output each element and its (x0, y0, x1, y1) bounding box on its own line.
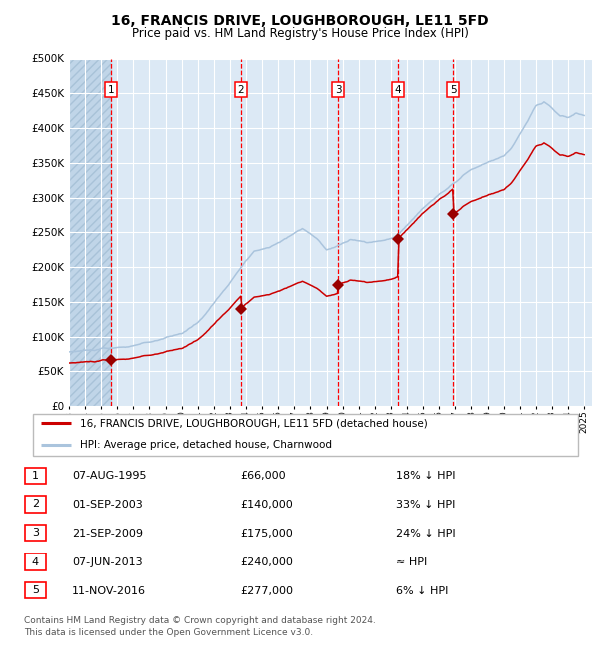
Text: 18% ↓ HPI: 18% ↓ HPI (396, 471, 455, 482)
Text: 1: 1 (107, 84, 114, 95)
Text: 3: 3 (335, 84, 341, 95)
Text: Contains HM Land Registry data © Crown copyright and database right 2024.: Contains HM Land Registry data © Crown c… (24, 616, 376, 625)
Text: 5: 5 (450, 84, 457, 95)
Text: £240,000: £240,000 (240, 557, 293, 567)
Text: 33% ↓ HPI: 33% ↓ HPI (396, 500, 455, 510)
Text: 4: 4 (32, 556, 39, 567)
Text: 07-JUN-2013: 07-JUN-2013 (72, 557, 143, 567)
Text: 1: 1 (32, 471, 39, 481)
Text: £277,000: £277,000 (240, 586, 293, 596)
FancyBboxPatch shape (25, 525, 46, 541)
Text: 6% ↓ HPI: 6% ↓ HPI (396, 586, 448, 596)
Text: 3: 3 (32, 528, 39, 538)
Text: 2: 2 (238, 84, 244, 95)
FancyBboxPatch shape (25, 496, 46, 513)
Text: 24% ↓ HPI: 24% ↓ HPI (396, 528, 455, 539)
Text: 11-NOV-2016: 11-NOV-2016 (72, 586, 146, 596)
Bar (69, 58, 110, 406)
Text: 2: 2 (32, 499, 39, 510)
Text: This data is licensed under the Open Government Licence v3.0.: This data is licensed under the Open Gov… (24, 628, 313, 637)
FancyBboxPatch shape (33, 414, 578, 456)
FancyBboxPatch shape (25, 553, 46, 570)
Text: £66,000: £66,000 (240, 471, 286, 482)
Text: ≈ HPI: ≈ HPI (396, 557, 427, 567)
Text: 5: 5 (32, 585, 39, 595)
Bar (69, 58, 110, 406)
FancyBboxPatch shape (25, 582, 46, 599)
Text: 16, FRANCIS DRIVE, LOUGHBOROUGH, LE11 5FD (detached house): 16, FRANCIS DRIVE, LOUGHBOROUGH, LE11 5F… (80, 418, 427, 428)
Text: £175,000: £175,000 (240, 528, 293, 539)
Text: 16, FRANCIS DRIVE, LOUGHBOROUGH, LE11 5FD: 16, FRANCIS DRIVE, LOUGHBOROUGH, LE11 5F… (111, 14, 489, 29)
Text: £140,000: £140,000 (240, 500, 293, 510)
Text: Price paid vs. HM Land Registry's House Price Index (HPI): Price paid vs. HM Land Registry's House … (131, 27, 469, 40)
Text: 21-SEP-2009: 21-SEP-2009 (72, 528, 143, 539)
Text: 4: 4 (395, 84, 401, 95)
Text: 07-AUG-1995: 07-AUG-1995 (72, 471, 146, 482)
FancyBboxPatch shape (25, 467, 46, 484)
Text: 01-SEP-2003: 01-SEP-2003 (72, 500, 143, 510)
Text: HPI: Average price, detached house, Charnwood: HPI: Average price, detached house, Char… (80, 440, 332, 450)
